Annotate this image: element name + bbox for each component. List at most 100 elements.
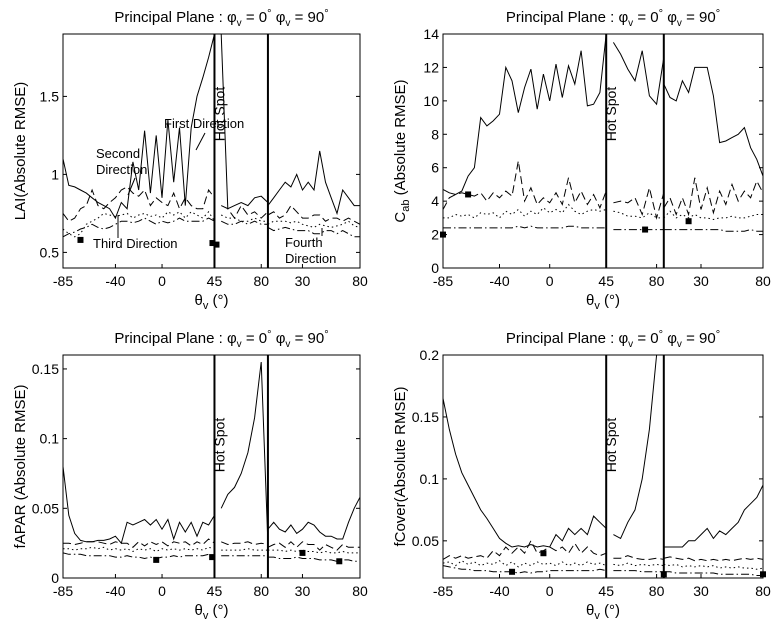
annotation-arrow	[127, 177, 136, 196]
x-tick-label: 0	[158, 583, 166, 599]
series-line-2	[443, 539, 763, 562]
series-line-3	[443, 203, 763, 221]
x-tick-label: 45	[598, 273, 614, 289]
y-tick-label: 0.15	[32, 361, 59, 377]
y-tick-label: 0.05	[32, 500, 59, 516]
series-line-4	[443, 565, 763, 576]
x-tick-label: 45	[207, 273, 223, 289]
title-eq2: = 90	[290, 9, 324, 26]
x-tick-label: 45	[598, 583, 614, 599]
data-marker	[509, 568, 516, 575]
data-marker	[209, 554, 216, 561]
x-tick-label: -40	[489, 273, 509, 289]
x-tick-label: 80	[352, 583, 368, 599]
x-tick-label: -85	[433, 273, 453, 289]
title-eq1: = 0	[633, 9, 658, 26]
data-marker	[153, 556, 160, 563]
xlabel-theta: θ	[586, 602, 594, 619]
x-tick-label: -85	[53, 583, 73, 599]
series-line-3	[443, 560, 763, 570]
title-sub-2: v	[285, 18, 290, 29]
y-tick-label: 1	[51, 166, 59, 182]
x-tick-label: 0	[546, 273, 554, 289]
series-group	[63, 361, 360, 562]
y-tick-label: 0.15	[412, 409, 439, 425]
plot-frame	[442, 33, 764, 269]
title-sub: v	[628, 339, 633, 350]
ylabel-c: C	[392, 212, 409, 223]
data-marker	[336, 558, 343, 565]
x-tick-label: 80	[253, 583, 269, 599]
title-eq1: = 0	[633, 330, 658, 347]
data-marker	[213, 241, 220, 248]
y-axis-label: LAI(Absolute RMSE)	[12, 82, 29, 220]
y-axis-label: Cab (Absolute RMSE)	[392, 79, 412, 222]
title-phi-2: φ	[276, 9, 286, 26]
y-tick-label: 0.1	[40, 431, 60, 447]
title-phi: φ	[227, 330, 237, 347]
title-sub-2: v	[285, 339, 290, 350]
series-line-1	[443, 34, 763, 196]
x-tick-label: 80	[755, 583, 771, 599]
y-tick-label: 14	[423, 26, 439, 42]
series-line-2	[63, 538, 360, 551]
title-prefix: Principal Plane :	[114, 330, 227, 347]
annotation-first-direction: First Direction	[164, 116, 244, 131]
data-marker	[540, 550, 547, 557]
hot-spot-label: Hot Spot	[211, 418, 227, 473]
series-line-1	[443, 355, 763, 548]
title-eq1: = 0	[242, 9, 267, 26]
xlabel-unit: (°)	[600, 602, 620, 619]
series-line-1	[63, 34, 360, 220]
y-tick-label: 4	[431, 193, 439, 209]
title-phi-2: φ	[667, 330, 677, 347]
y-tick-label: 12	[423, 59, 439, 75]
ylabel-rest: (Absolute RMSE)	[392, 79, 409, 199]
data-marker	[440, 231, 446, 238]
title-sub-2: v	[677, 339, 682, 350]
ylabel-sub: ab	[400, 199, 412, 211]
x-tick-label: 80	[649, 583, 665, 599]
title-prefix: Principal Plane :	[114, 9, 227, 26]
chart-title: Principal Plane : φv = 0° φv = 90°	[114, 329, 328, 350]
xlabel-unit: (°)	[208, 292, 228, 309]
x-tick-label: 30	[693, 273, 709, 289]
series-line-3	[63, 210, 360, 238]
y-tick-label: 0.5	[40, 244, 60, 260]
title-prefix: Principal Plane :	[506, 9, 619, 26]
title-sub: v	[628, 18, 633, 29]
title-deg: °	[267, 329, 271, 341]
xlabel-theta: θ	[195, 292, 203, 309]
series-line-4	[443, 225, 763, 232]
xlabel-sub: v	[594, 300, 600, 312]
data-marker	[77, 236, 84, 243]
title-phi: φ	[618, 330, 628, 347]
title-eq2: = 90	[682, 9, 716, 26]
title-deg: °	[267, 8, 271, 20]
x-tick-label: 0	[546, 583, 554, 599]
x-tick-label: 80	[253, 273, 269, 289]
x-axis-label: θv (°)	[586, 602, 620, 622]
x-axis-label: θv (°)	[195, 292, 229, 312]
title-eq1: = 0	[242, 330, 267, 347]
y-tick-label: 0.1	[420, 471, 440, 487]
data-marker	[760, 571, 766, 578]
chart-title: Principal Plane : φv = 0° φv = 90°	[506, 329, 720, 350]
y-axis-label: fAPAR (Absolute RMSE)	[12, 385, 29, 549]
data-marker	[642, 226, 649, 233]
title-eq2: = 90	[290, 330, 324, 347]
xlabel-sub: v	[203, 610, 209, 622]
y-tick-label: 0.05	[412, 533, 439, 549]
series-line-4	[63, 217, 360, 238]
annotation-fourth-direction: Fourth	[285, 235, 323, 250]
annotation-second-direction: Second	[96, 146, 140, 161]
title-sub: v	[237, 18, 242, 29]
x-tick-label: -40	[489, 583, 509, 599]
data-marker	[465, 191, 472, 198]
x-tick-label: 30	[295, 273, 311, 289]
annotation-fourth-direction-2: Direction	[285, 251, 336, 266]
series-group	[63, 34, 360, 238]
title-eq2: = 90	[682, 330, 716, 347]
